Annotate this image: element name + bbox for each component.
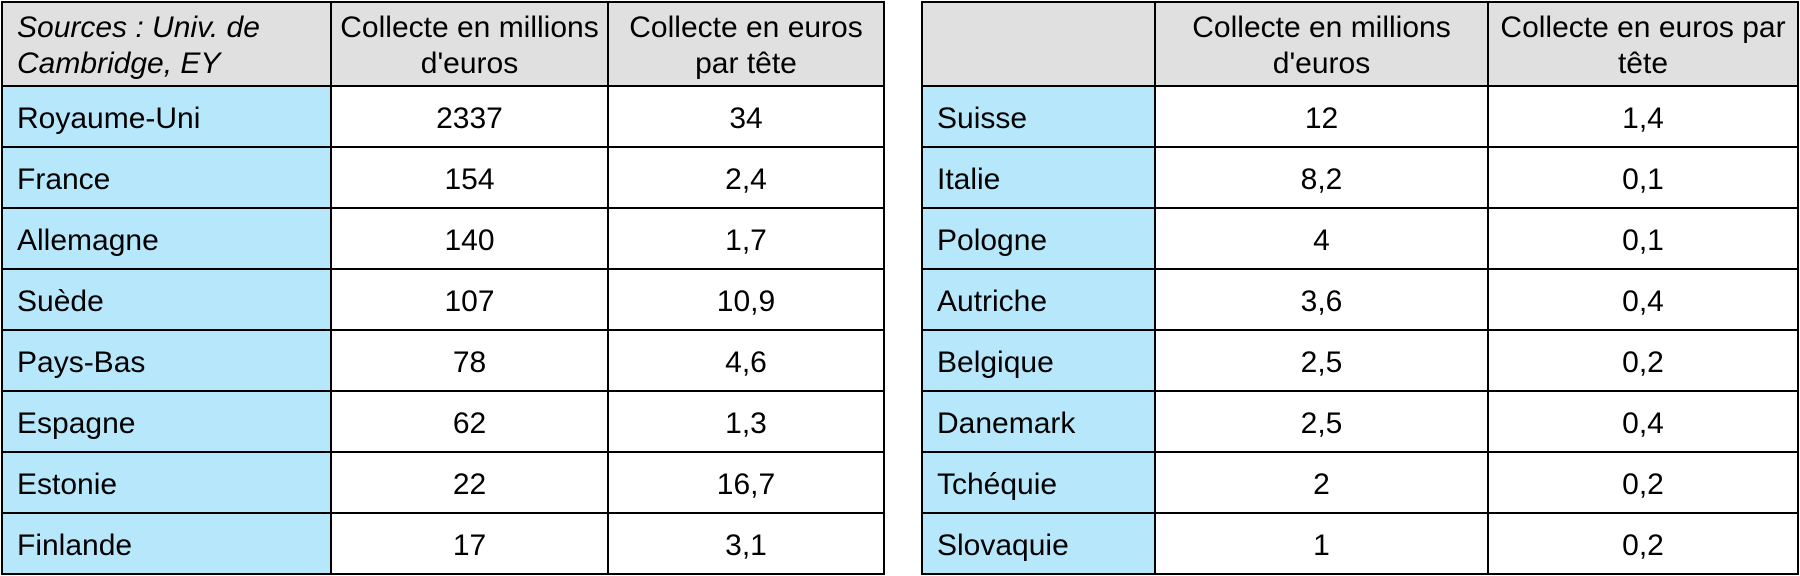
value-cell: 3,1	[607, 512, 885, 575]
country-cell: Slovaquie	[921, 512, 1156, 575]
country-cell: Danemark	[921, 390, 1156, 453]
country-cell: Pays-Bas	[1, 329, 332, 392]
header-note	[921, 1, 1156, 87]
value-cell: 2,5	[1154, 329, 1489, 392]
value-cell: 2337	[330, 85, 609, 148]
value-cell: 0,2	[1487, 329, 1799, 392]
country-cell: Allemagne	[1, 207, 332, 270]
country-cell: Royaume-Uni	[1, 85, 332, 148]
country-cell: France	[1, 146, 332, 209]
value-cell: 1,3	[607, 390, 885, 453]
value-cell: 12	[1154, 85, 1489, 148]
value-cell: 10,9	[607, 268, 885, 331]
value-cell: 107	[330, 268, 609, 331]
value-cell: 1,7	[607, 207, 885, 270]
value-cell: 34	[607, 85, 885, 148]
country-cell: Suisse	[921, 85, 1156, 148]
value-cell: 0,1	[1487, 207, 1799, 270]
value-cell: 4	[1154, 207, 1489, 270]
column-header: Collecte en euros par tête	[1487, 1, 1799, 87]
country-cell: Finlande	[1, 512, 332, 575]
country-cell: Autriche	[921, 268, 1156, 331]
value-cell: 17	[330, 512, 609, 575]
value-cell: 22	[330, 451, 609, 514]
header-note: Sources : Univ. de Cambridge, EY	[1, 1, 332, 87]
value-cell: 4,6	[607, 329, 885, 392]
value-cell: 0,2	[1487, 451, 1799, 514]
column-header: Collecte en millions d'euros	[1154, 1, 1489, 87]
value-cell: 154	[330, 146, 609, 209]
value-cell: 0,4	[1487, 268, 1799, 331]
country-cell: Espagne	[1, 390, 332, 453]
country-cell: Suède	[1, 268, 332, 331]
country-cell: Pologne	[921, 207, 1156, 270]
value-cell: 3,6	[1154, 268, 1489, 331]
value-cell: 1	[1154, 512, 1489, 575]
value-cell: 0,1	[1487, 146, 1799, 209]
value-cell: 78	[330, 329, 609, 392]
value-cell: 2,4	[607, 146, 885, 209]
value-cell: 2,5	[1154, 390, 1489, 453]
country-cell: Estonie	[1, 451, 332, 514]
value-cell: 0,2	[1487, 512, 1799, 575]
value-cell: 0,4	[1487, 390, 1799, 453]
value-cell: 2	[1154, 451, 1489, 514]
country-cell: Italie	[921, 146, 1156, 209]
value-cell: 16,7	[607, 451, 885, 514]
column-header: Collecte en millions d'euros	[330, 1, 609, 87]
value-cell: 140	[330, 207, 609, 270]
column-header: Collecte en euros par tête	[607, 1, 885, 87]
country-cell: Tchéquie	[921, 451, 1156, 514]
country-cell: Belgique	[921, 329, 1156, 392]
value-cell: 8,2	[1154, 146, 1489, 209]
value-cell: 1,4	[1487, 85, 1799, 148]
value-cell: 62	[330, 390, 609, 453]
